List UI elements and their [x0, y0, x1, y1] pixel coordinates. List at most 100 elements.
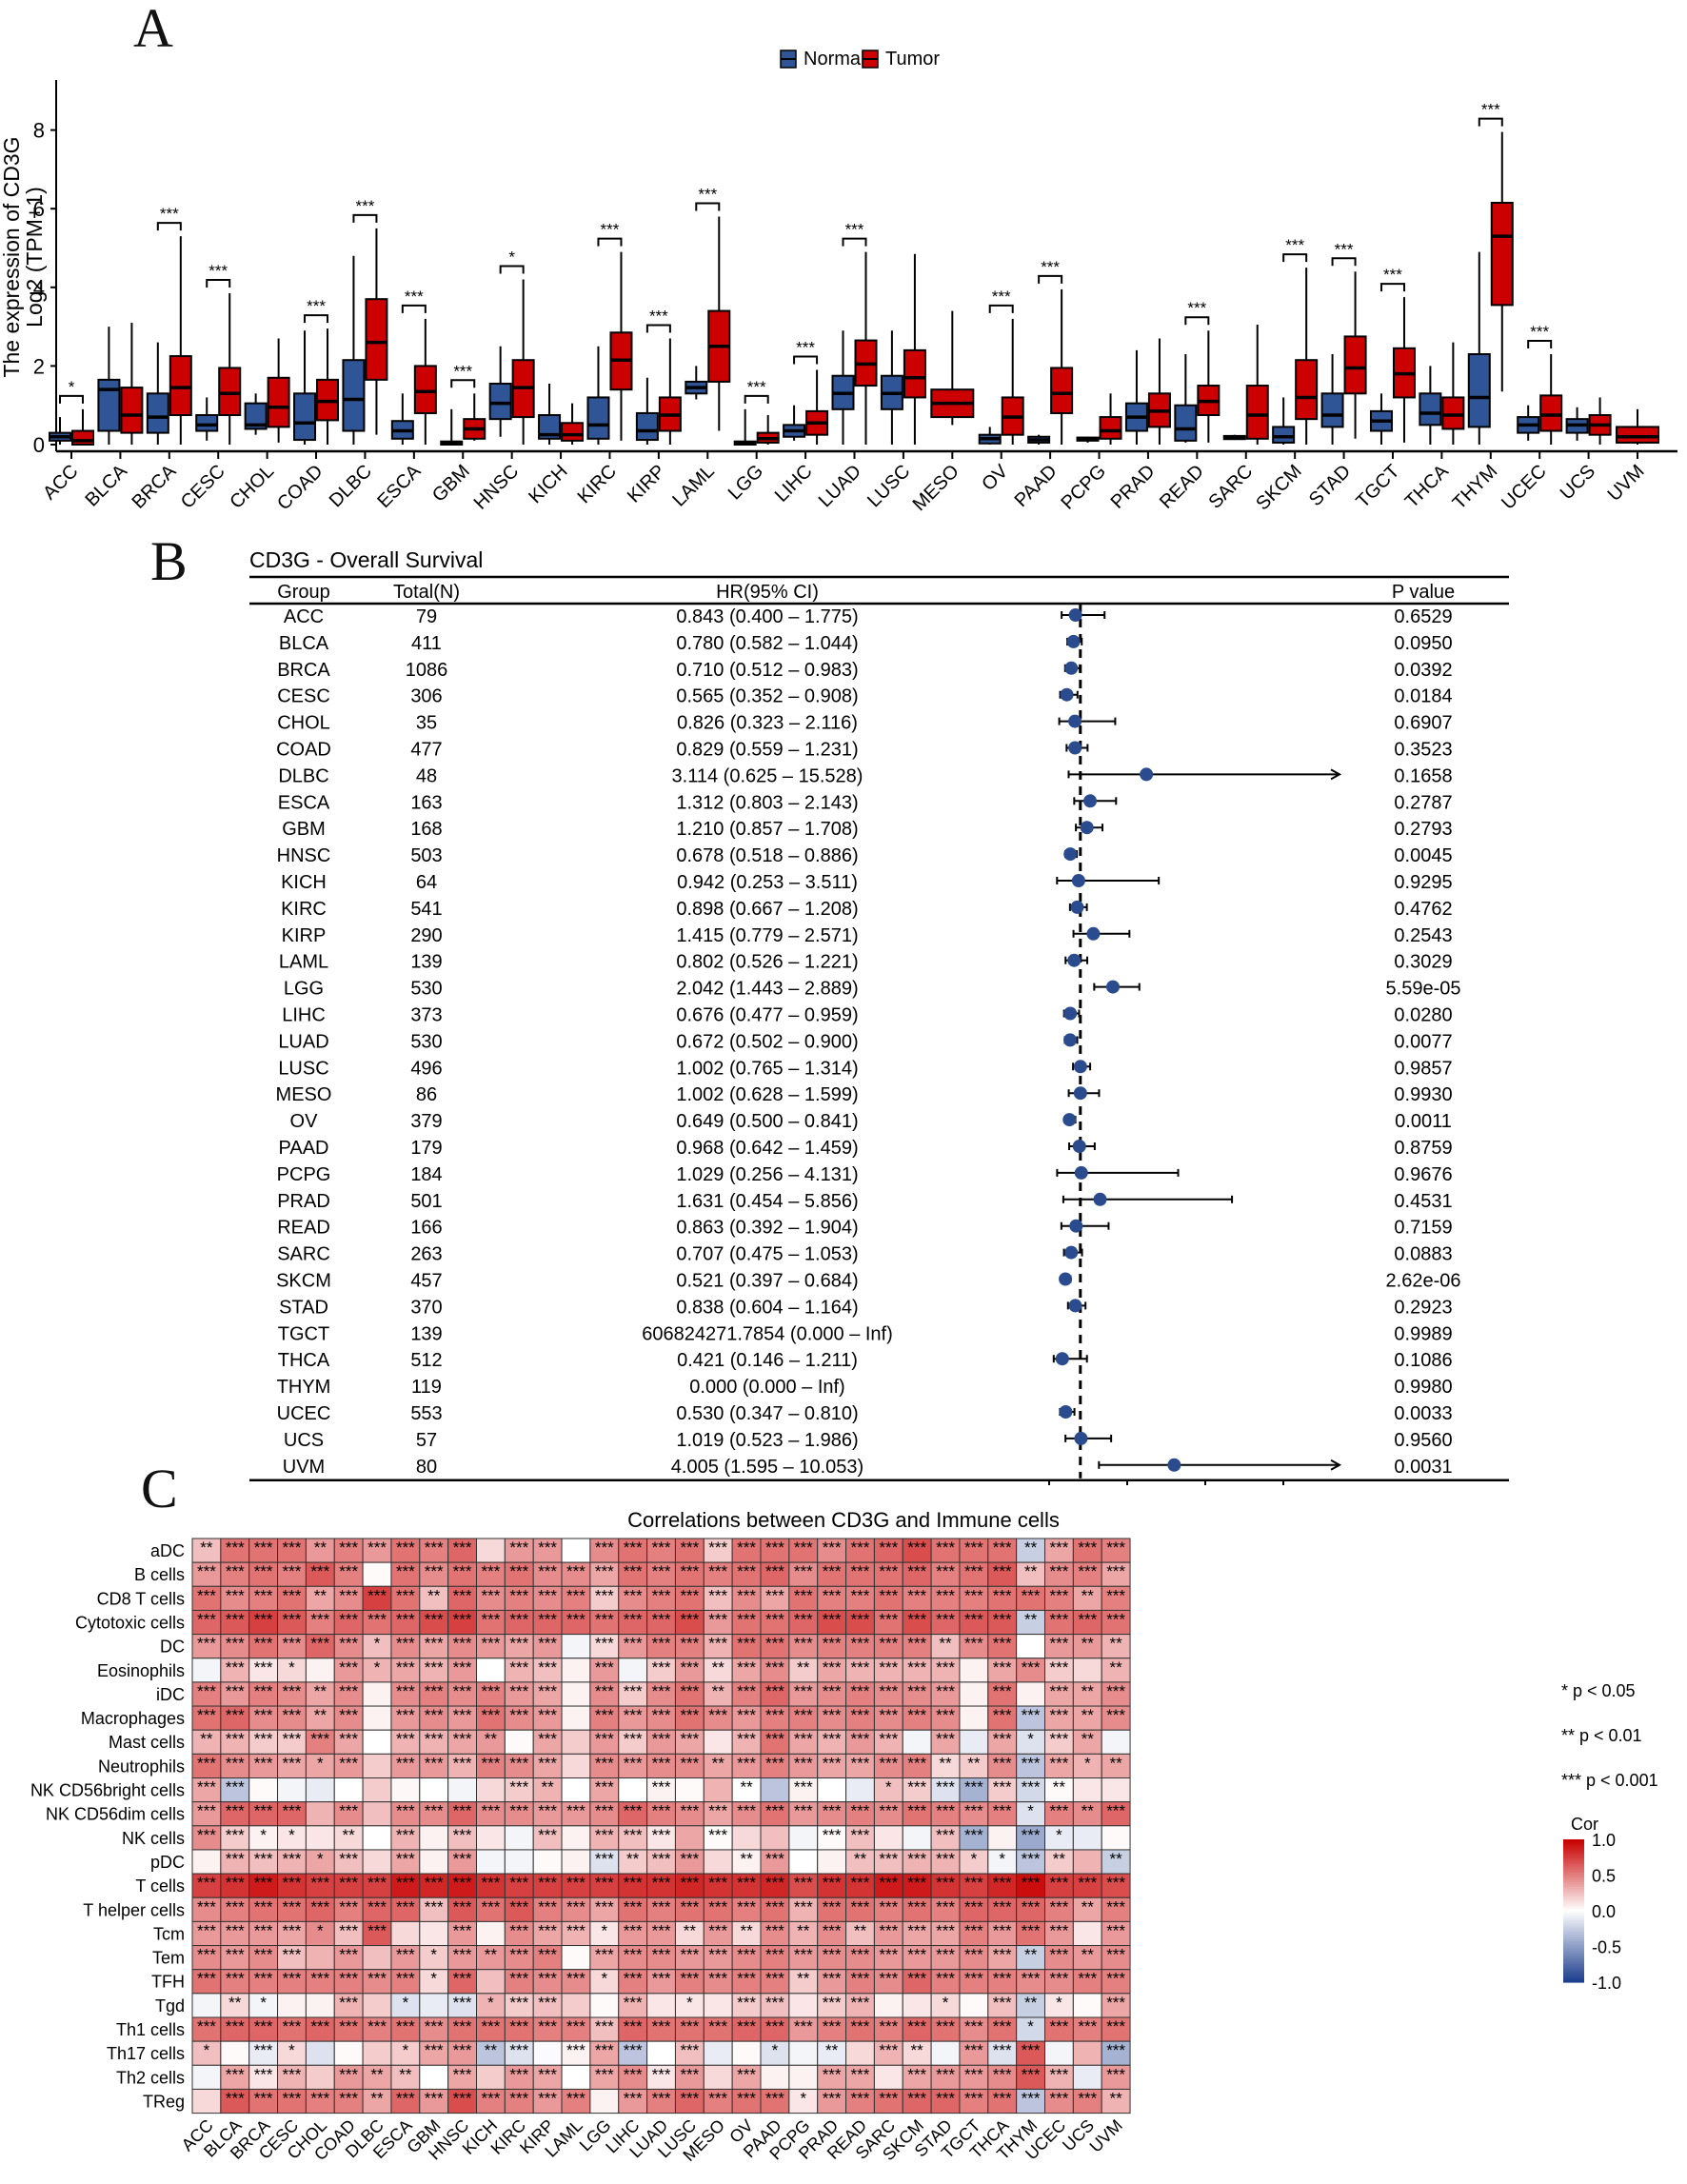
significance-stars: * — [800, 2089, 806, 2107]
significance-stars: *** — [964, 1946, 983, 1964]
heatmap-cell — [703, 1825, 733, 1851]
significance-stars: *** — [197, 1610, 216, 1628]
total-n: 163 — [410, 792, 442, 813]
forest-row: HNSC 503 0.678 (0.518 – 0.886) 0.0045 — [277, 845, 1453, 866]
hr-text: 0.530 (0.347 – 0.810) — [676, 1403, 858, 1424]
heatmap-cell — [362, 1777, 392, 1803]
heatmap-cell — [220, 1801, 250, 1827]
significance-stars: *** — [283, 1921, 302, 1939]
heatmap-cell — [191, 1896, 222, 1922]
significance-stars: *** — [396, 1562, 415, 1580]
significance-stars: *** — [823, 1658, 842, 1677]
significance-stars: *** — [624, 2041, 643, 2059]
hr-text: 1.002 (0.628 – 1.599) — [676, 1084, 858, 1105]
significance-label: *** — [453, 362, 472, 380]
box-meso-tumor — [930, 310, 975, 426]
significance-stars: *** — [283, 1635, 302, 1653]
x-tick-label: LUSC — [863, 461, 914, 511]
significance-bracket — [401, 304, 427, 313]
significance-stars: *** — [538, 1946, 557, 1964]
box-body — [293, 392, 317, 442]
group-label: KICH — [281, 872, 327, 893]
heatmap-cell — [845, 1945, 875, 1971]
heatmap-cell — [248, 1777, 279, 1803]
p-value: 0.2787 — [1394, 792, 1452, 813]
hr-text: 0.000 (0.000 – Inf) — [689, 1377, 844, 1398]
significance-stars: *** — [737, 1897, 756, 1916]
heatmap-cell — [191, 2064, 222, 2090]
significance-stars: *** — [851, 2017, 870, 2035]
significance-stars: *** — [737, 2065, 756, 2083]
total-n: 1086 — [406, 660, 448, 681]
row-label: Cytotoxic cells — [75, 1613, 185, 1632]
heatmap-cell — [788, 1993, 819, 2018]
box-ov-normal — [978, 427, 1002, 445]
significance-stars: *** — [680, 1586, 699, 1604]
heatmap-cell — [277, 1945, 307, 1971]
heatmap-cell — [731, 1825, 762, 1851]
heatmap-cell — [902, 1658, 932, 1683]
significance-stars: *** — [652, 1874, 671, 1892]
significance-stars: *** — [708, 2089, 727, 2107]
group-label: PAAD — [279, 1138, 329, 1159]
significance-stars: ** — [712, 1754, 725, 1772]
significance-stars: *** — [538, 1897, 557, 1916]
heatmap-cell — [191, 2040, 222, 2066]
significance-stars: *** — [823, 1562, 842, 1580]
heatmap-cell — [902, 1969, 932, 1995]
hr-text: 1.002 (0.765 – 1.314) — [676, 1058, 858, 1079]
hr-point — [1062, 1113, 1077, 1127]
significance-stars: *** — [936, 2065, 955, 2083]
significance-stars: ** — [1024, 1610, 1038, 1628]
significance-stars: *** — [396, 1586, 415, 1604]
significance-stars: ** — [939, 1635, 952, 1653]
significance-stars: ** — [1082, 1897, 1095, 1916]
significance-stars: *** — [396, 1897, 415, 1916]
colorbar-segment — [1563, 1965, 1584, 1969]
significance-stars: *** — [1022, 2089, 1041, 2107]
significance-stars: *** — [624, 2065, 643, 2083]
forest-row: COAD 477 0.829 (0.559 – 1.231) 0.3523 — [276, 740, 1452, 761]
significance-stars: *** — [226, 1802, 245, 1820]
significance-stars: ** — [485, 1730, 498, 1748]
significance-stars: *** — [425, 1610, 444, 1628]
significance-stars: ** — [854, 1850, 867, 1868]
hr-text: 4.005 (1.595 – 10.053) — [671, 1457, 863, 1478]
heatmap-cell — [1016, 1873, 1046, 1898]
significance-bracket — [59, 394, 84, 404]
hr-point — [1055, 1352, 1069, 1366]
heatmap-cell — [788, 1920, 819, 1947]
significance-stars: *** — [765, 1730, 784, 1748]
heatmap-cell — [987, 1561, 1018, 1587]
significance-stars: *** — [453, 1562, 472, 1580]
heatmap-cell — [447, 1777, 477, 1803]
significance-bracket — [1527, 340, 1553, 349]
box-dlbc-tumor — [365, 228, 388, 435]
significance-stars: ** — [967, 1754, 981, 1772]
heatmap-cell — [1101, 1561, 1131, 1587]
heatmap-cell — [248, 1849, 279, 1875]
heatmap-cell — [959, 1681, 989, 1707]
significance-stars: *** — [794, 1730, 813, 1748]
group-label: UVM — [283, 1457, 325, 1478]
significance-stars: *** — [964, 1635, 983, 1653]
significance-stars: ** — [314, 1682, 327, 1700]
heatmap-cell — [1016, 1705, 1046, 1731]
significance-stars: *** — [680, 1635, 699, 1653]
significance-stars: ** — [797, 1970, 810, 1988]
box-luad-tumor — [854, 251, 878, 445]
significance-stars: *** — [794, 1874, 813, 1892]
box-body — [1539, 394, 1563, 432]
heatmap-cell — [1072, 2064, 1102, 2090]
significance-stars: *** — [1106, 1897, 1125, 1916]
significance-stars: * — [317, 1850, 324, 1868]
forest-row: CHOL 35 0.826 (0.323 – 2.116) 0.6907 — [277, 713, 1452, 734]
significance-stars: *** — [310, 2089, 329, 2107]
heatmap-cell — [476, 2064, 506, 2090]
heatmap-cell — [277, 1609, 307, 1636]
significance-stars: ** — [1082, 1706, 1095, 1724]
significance-stars: *** — [936, 2089, 955, 2107]
x-tick-label: PAAD — [1011, 461, 1062, 511]
heatmap-cell — [873, 1681, 903, 1707]
significance-label: *** — [1187, 299, 1206, 317]
